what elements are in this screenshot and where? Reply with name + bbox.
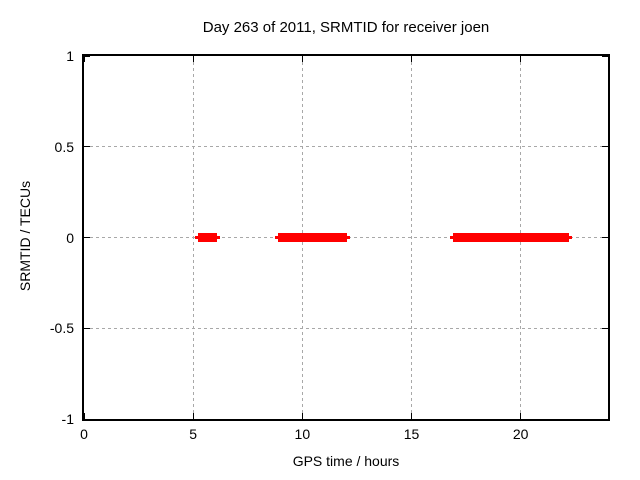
y-tick-mark [602, 146, 608, 148]
y-gridline [84, 146, 608, 148]
series-segment [452, 233, 569, 242]
x-tick-mark [520, 56, 522, 62]
y-tick-mark [84, 418, 90, 420]
plot-area [82, 54, 610, 421]
x-axis-label: GPS time / hours [292, 453, 400, 469]
x-tick-mark [411, 56, 412, 62]
x-tick-label: 15 [403, 426, 420, 442]
x-tick-mark [301, 413, 303, 419]
y-tick-label: -1 [61, 411, 74, 427]
x-tick-label: 0 [80, 426, 88, 442]
y-tick-label: 1 [66, 48, 74, 64]
y-tick-mark [84, 237, 90, 238]
y-tick-mark [602, 327, 608, 329]
x-tick-label: 20 [512, 426, 529, 442]
y-tick-mark [84, 55, 90, 57]
y-tick-label: -0.5 [49, 320, 74, 337]
y-tick-mark [602, 55, 608, 57]
chart-title: Day 263 of 2011, SRMTID for receiver joe… [202, 19, 490, 36]
y-tick-mark [84, 327, 90, 329]
x-tick-mark [192, 56, 194, 62]
y-tick-mark [602, 237, 608, 238]
x-tick-label: 10 [294, 426, 311, 442]
x-tick-mark [83, 56, 85, 62]
y-tick-label: 0 [66, 229, 74, 246]
x-tick-label: 5 [189, 426, 198, 442]
x-tick-mark [192, 413, 194, 419]
x-tick-mark [520, 413, 522, 419]
x-tick-mark [301, 56, 303, 62]
series-segment [278, 233, 348, 242]
y-tick-label: 0.5 [54, 138, 74, 155]
x-tick-mark [83, 413, 85, 419]
y-gridline [84, 327, 608, 329]
y-tick-mark [602, 418, 608, 420]
x-tick-mark [411, 413, 412, 419]
y-tick-mark [84, 146, 90, 148]
series-segment [197, 233, 218, 242]
